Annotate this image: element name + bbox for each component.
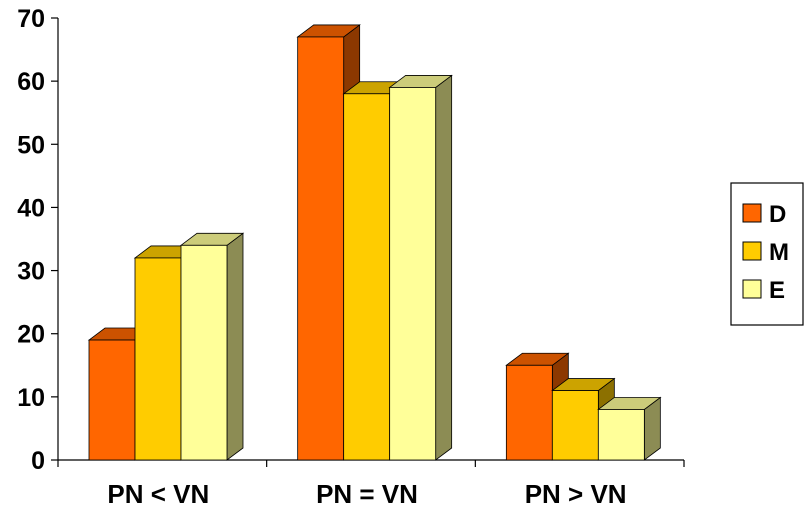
y-tick-label: 70	[17, 5, 45, 33]
x-category-label: PN > VN	[525, 479, 627, 509]
legend-item-e: E	[742, 277, 785, 304]
legend-swatch	[742, 203, 762, 223]
y-tick-label: 40	[17, 194, 45, 222]
legend-box	[730, 182, 804, 326]
bar-e	[388, 74, 453, 461]
y-tick-label: 0	[31, 447, 45, 475]
legend: DME	[730, 182, 804, 326]
legend-item-m: M	[742, 239, 789, 266]
legend-swatch	[742, 279, 762, 299]
legend-label: M	[769, 239, 789, 266]
legend-label: E	[769, 277, 785, 304]
y-tick-label: 20	[17, 321, 45, 349]
x-category-labels: PN < VN PN = VN PN > VN	[107, 479, 626, 509]
y-tick-label: 50	[17, 131, 45, 159]
legend-label: D	[769, 201, 786, 228]
x-category-label: PN < VN	[107, 479, 209, 509]
legend-item-d: D	[742, 201, 786, 228]
legend-swatch	[742, 241, 762, 261]
y-tick-label: 60	[17, 68, 45, 96]
bar-e	[179, 232, 245, 461]
y-tick-label: 30	[17, 258, 45, 286]
chart-bars	[87, 24, 662, 461]
bar-e	[597, 396, 662, 461]
y-tick-label: 10	[17, 384, 45, 412]
x-category-label: PN = VN	[316, 479, 418, 509]
y-tick-labels: 0 10 20 30 40 50 60 70	[17, 5, 45, 475]
